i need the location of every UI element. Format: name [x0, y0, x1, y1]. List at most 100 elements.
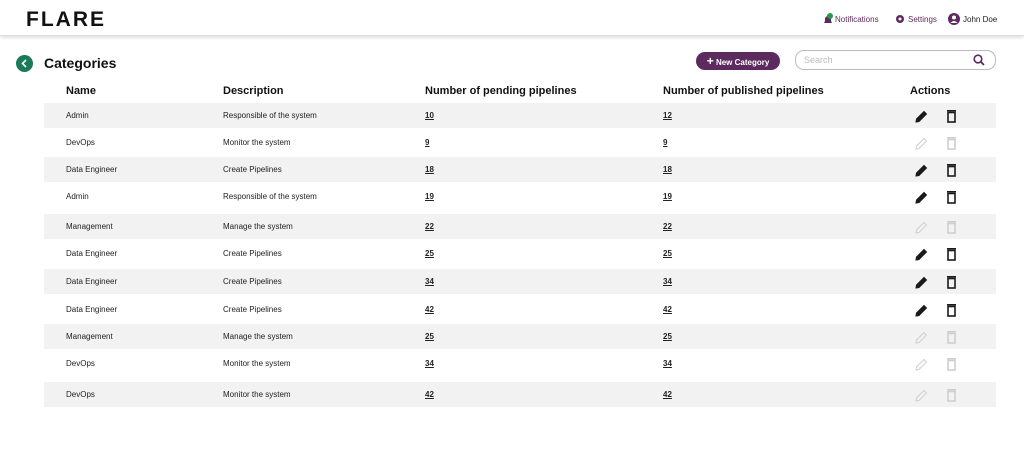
pipeline-count-link[interactable]: 42	[425, 390, 434, 399]
pipeline-count-link[interactable]: 12	[663, 111, 672, 120]
edit-button[interactable]	[915, 248, 928, 261]
pipeline-count-link[interactable]: 25	[425, 332, 434, 341]
table-row: Data Engineer Create Pipelines 34 34	[44, 269, 996, 294]
delete-button	[947, 358, 956, 371]
delete-button	[947, 221, 956, 234]
edit-button[interactable]	[915, 191, 928, 204]
action-icons	[915, 221, 956, 234]
action-icons	[915, 304, 956, 317]
action-icons	[915, 389, 956, 402]
logo[interactable]: FLARE	[26, 8, 106, 31]
pipeline-count-link[interactable]: 19	[663, 192, 672, 201]
search-placeholder: Search	[804, 55, 833, 65]
button-label: New Category	[715, 58, 770, 67]
pipeline-count-link[interactable]: 42	[663, 390, 672, 399]
pipeline-count-link[interactable]: 18	[425, 165, 434, 174]
settings-link[interactable]: Settings	[908, 15, 937, 24]
pipeline-count-link[interactable]: 42	[663, 305, 672, 314]
table-cell: Responsible of the system	[223, 192, 317, 201]
table-row: DevOps Monitor the system 42 42	[44, 382, 996, 407]
edit-button[interactable]	[915, 276, 928, 289]
pipeline-count-link[interactable]: 34	[425, 359, 434, 368]
table-cell: Data Engineer	[66, 277, 118, 286]
edit-button[interactable]	[915, 164, 928, 177]
edit-button	[915, 358, 928, 371]
row-actions	[914, 274, 964, 295]
delete-button[interactable]	[947, 276, 956, 289]
edit-button[interactable]	[915, 304, 928, 317]
delete-button[interactable]	[947, 304, 956, 317]
pipeline-count-link[interactable]: 25	[663, 332, 672, 341]
edit-button[interactable]	[915, 110, 928, 123]
table-cell: Responsible of the system	[223, 111, 317, 120]
pipeline-count-link[interactable]: 25	[663, 249, 672, 258]
row-actions	[914, 329, 964, 350]
row-actions	[914, 246, 964, 267]
pipeline-count-link[interactable]: 34	[663, 277, 672, 286]
table-cell: Data Engineer	[66, 249, 118, 258]
row-actions	[914, 189, 964, 210]
table-cell: Create Pipelines	[223, 305, 282, 314]
notifications-link[interactable]: Notifications	[835, 15, 879, 24]
table-cell: Create Pipelines	[223, 165, 282, 174]
table-cell: DevOps	[66, 390, 95, 399]
user-icon	[948, 13, 960, 25]
row-actions	[914, 356, 964, 377]
table-row: DevOps Monitor the system 34 34	[44, 351, 996, 376]
pipeline-count-link[interactable]: 9	[425, 138, 430, 147]
pipeline-count-link[interactable]: 18	[663, 165, 672, 174]
table-cell: Admin	[66, 192, 89, 201]
gear-icon	[896, 15, 904, 23]
table-cell: Monitor the system	[223, 138, 291, 147]
delete-button[interactable]	[947, 191, 956, 204]
pipeline-count-link[interactable]: 42	[425, 305, 434, 314]
header: FLARE Notifications Settings John Doe	[0, 0, 1024, 36]
edit-button	[915, 221, 928, 234]
table-row: Data Engineer Create Pipelines 18 18	[44, 157, 996, 182]
table-row: Management Manage the system 22 22	[44, 214, 996, 239]
pipeline-count-link[interactable]: 19	[425, 192, 434, 201]
delete-button[interactable]	[947, 110, 956, 123]
row-actions	[914, 162, 964, 183]
row-actions	[914, 387, 964, 408]
delete-button[interactable]	[947, 164, 956, 177]
back-button[interactable]	[16, 55, 33, 72]
table-cell: Data Engineer	[66, 165, 118, 174]
row-actions	[914, 302, 964, 323]
table-cell: Management	[66, 332, 113, 341]
pipeline-count-link[interactable]: 22	[425, 222, 434, 231]
search-icon	[973, 54, 985, 66]
edit-button	[915, 137, 928, 150]
bell-icon	[824, 13, 833, 23]
table-cell: DevOps	[66, 359, 95, 368]
pipeline-count-link[interactable]: 34	[425, 277, 434, 286]
action-icons	[915, 164, 956, 177]
pipeline-count-link[interactable]: 34	[663, 359, 672, 368]
pipeline-count-link[interactable]: 25	[425, 249, 434, 258]
column-header: Number of pending pipelines	[425, 85, 577, 97]
action-icons	[915, 276, 956, 289]
table-cell: Admin	[66, 111, 89, 120]
column-header: Name	[66, 85, 96, 97]
delete-button[interactable]	[947, 248, 956, 261]
row-actions	[914, 219, 964, 240]
table-row: DevOps Monitor the system 9 9	[44, 130, 996, 155]
search-box[interactable]: Search	[795, 50, 996, 70]
pipeline-count-link[interactable]: 9	[663, 138, 668, 147]
action-icons	[915, 248, 956, 261]
pipeline-count-link[interactable]: 10	[425, 111, 434, 120]
column-header: Description	[223, 85, 284, 97]
table-row: Management Manage the system 25 25	[44, 324, 996, 349]
table-row: Data Engineer Create Pipelines 25 25	[44, 241, 996, 266]
table-cell: Create Pipelines	[223, 277, 282, 286]
action-icons	[915, 191, 956, 204]
edit-button	[915, 331, 928, 344]
table-row: Admin Responsible of the system 19 19	[44, 184, 996, 209]
table-cell: Create Pipelines	[223, 249, 282, 258]
user-menu[interactable]: John Doe	[963, 15, 998, 24]
pipeline-count-link[interactable]: 22	[663, 222, 672, 231]
table-row: Admin Responsible of the system 10 12	[44, 103, 996, 128]
row-actions	[914, 108, 964, 129]
new-category-button[interactable]: + New Category	[696, 52, 780, 70]
